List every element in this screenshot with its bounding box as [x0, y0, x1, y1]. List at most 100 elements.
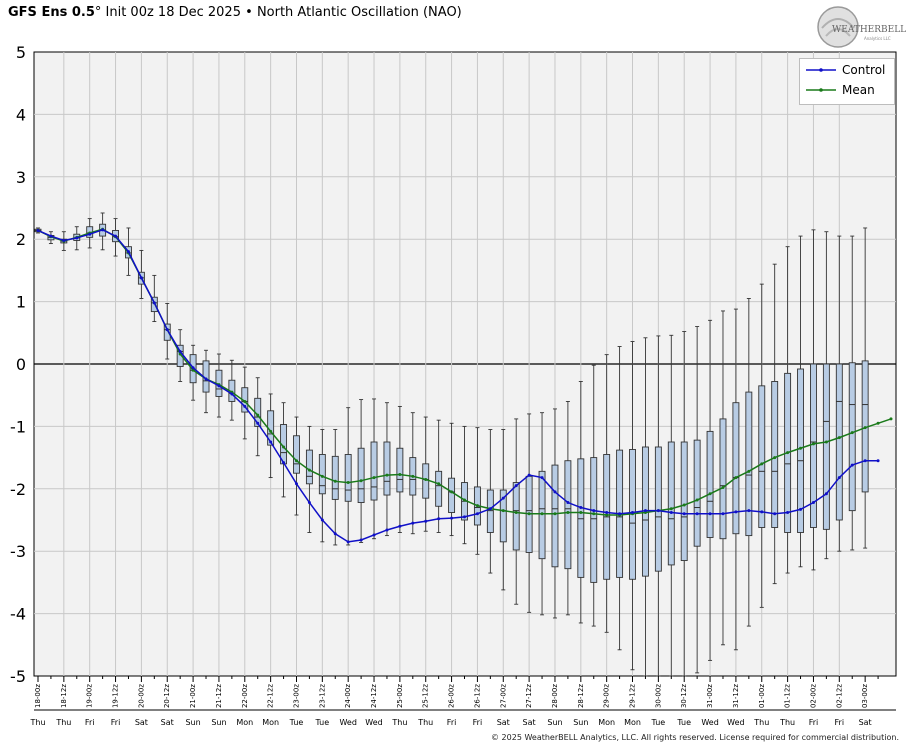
ensemble-box [435, 419, 443, 533]
control-point [359, 538, 363, 542]
control-line-swatch [806, 68, 836, 72]
ensemble-box [835, 235, 843, 552]
mean-point [592, 512, 596, 516]
mean-point [566, 511, 570, 515]
control-line [37, 229, 879, 543]
mean-point [256, 413, 260, 417]
control-point [475, 512, 479, 516]
control-point [643, 509, 647, 513]
iqr-box [551, 464, 559, 568]
control-point [605, 511, 609, 515]
ensemble-box [822, 231, 830, 560]
iqr-box [486, 489, 494, 533]
mean-point [799, 446, 803, 450]
chart-header: GFS Ens 0.5° Init 00z 18 Dec 2025 • Nort… [8, 5, 462, 20]
mean-point [475, 504, 479, 508]
control-point [411, 521, 415, 525]
mean-point [411, 474, 415, 478]
day-label: Thu [391, 718, 407, 727]
control-point [75, 236, 79, 240]
control-point [824, 492, 828, 496]
mean-point [669, 507, 673, 511]
y-tick-label: -3 [10, 542, 26, 561]
iqr-box [344, 454, 352, 502]
control-point [165, 328, 169, 332]
control-point [579, 506, 583, 510]
day-label: Thu [753, 718, 769, 727]
mean-point [282, 445, 286, 449]
control-point [62, 238, 66, 242]
mean-point [786, 451, 790, 455]
iqr-box [293, 435, 300, 474]
mean-point [359, 479, 363, 483]
day-label: Wed [701, 718, 718, 727]
ensemble-box [163, 303, 171, 360]
ensemble-box [771, 263, 779, 585]
control-point [88, 232, 92, 236]
ensemble-box [590, 364, 598, 627]
control-point [320, 518, 324, 522]
mean-point [501, 509, 505, 513]
iqr-box [822, 363, 830, 530]
ensemble-box [512, 418, 520, 605]
control-point [773, 512, 777, 516]
control-point [114, 234, 118, 238]
control-point [669, 511, 673, 515]
x-tick-label: 24-00z [344, 684, 352, 708]
iqr-box [499, 489, 507, 543]
iqr-box [745, 391, 753, 537]
mean-point [682, 503, 686, 507]
control-point [786, 511, 790, 515]
mean-point [734, 476, 738, 480]
mean-point [824, 440, 828, 444]
day-label: Wed [339, 718, 356, 727]
day-label: Sat [859, 718, 872, 727]
legend-item-control: Control [806, 61, 885, 79]
control-point [721, 512, 725, 516]
y-tick-label: 5 [16, 43, 26, 62]
x-tick-label: 26-00z [448, 684, 456, 708]
iqr-box [564, 460, 572, 570]
header-bullet: • [245, 5, 253, 20]
x-tick-label: 03-00z [861, 684, 869, 708]
x-tick-label: 18-00z [34, 684, 42, 708]
control-point [346, 540, 350, 544]
control-point [695, 512, 699, 516]
x-tick-label: 19-12z [112, 684, 120, 708]
x-tick-label: 01-12z [784, 684, 792, 708]
control-point [592, 509, 596, 513]
day-label: Wed [727, 718, 744, 727]
mean-point [527, 512, 531, 516]
mean-point [747, 469, 751, 473]
ensemble-box [810, 229, 817, 571]
mean-point [320, 474, 324, 478]
control-point [178, 350, 182, 354]
mean-point [333, 479, 337, 483]
ensemble-box [305, 425, 313, 533]
day-label: Fri [473, 718, 483, 727]
x-tick-label: 02-12z [835, 684, 843, 708]
y-tick-label: 3 [16, 168, 26, 187]
mean-point [398, 472, 402, 476]
mean-point [708, 492, 712, 496]
iqr-box [318, 454, 326, 495]
x-tick-label: 26-12z [473, 684, 481, 708]
day-label: Tue [314, 718, 329, 727]
ensemble-box [732, 308, 740, 651]
control-point [282, 461, 286, 465]
control-point [36, 228, 40, 232]
y-tick-label: 0 [16, 355, 26, 374]
control-point [540, 476, 544, 480]
control-point [863, 459, 867, 463]
x-tick-label: 23-00z [292, 684, 300, 708]
control-point [307, 501, 311, 505]
x-tick-label: 29-00z [603, 684, 611, 708]
day-label: Fri [85, 718, 95, 727]
day-label: Sun [573, 718, 588, 727]
ensemble-box [603, 354, 611, 633]
ensemble-box [693, 326, 701, 674]
iqr-box [848, 362, 856, 512]
index-name: North Atlantic Oscillation (NAO) [256, 5, 462, 20]
y-tick-label: 2 [16, 230, 26, 249]
iqr-box [758, 385, 766, 528]
